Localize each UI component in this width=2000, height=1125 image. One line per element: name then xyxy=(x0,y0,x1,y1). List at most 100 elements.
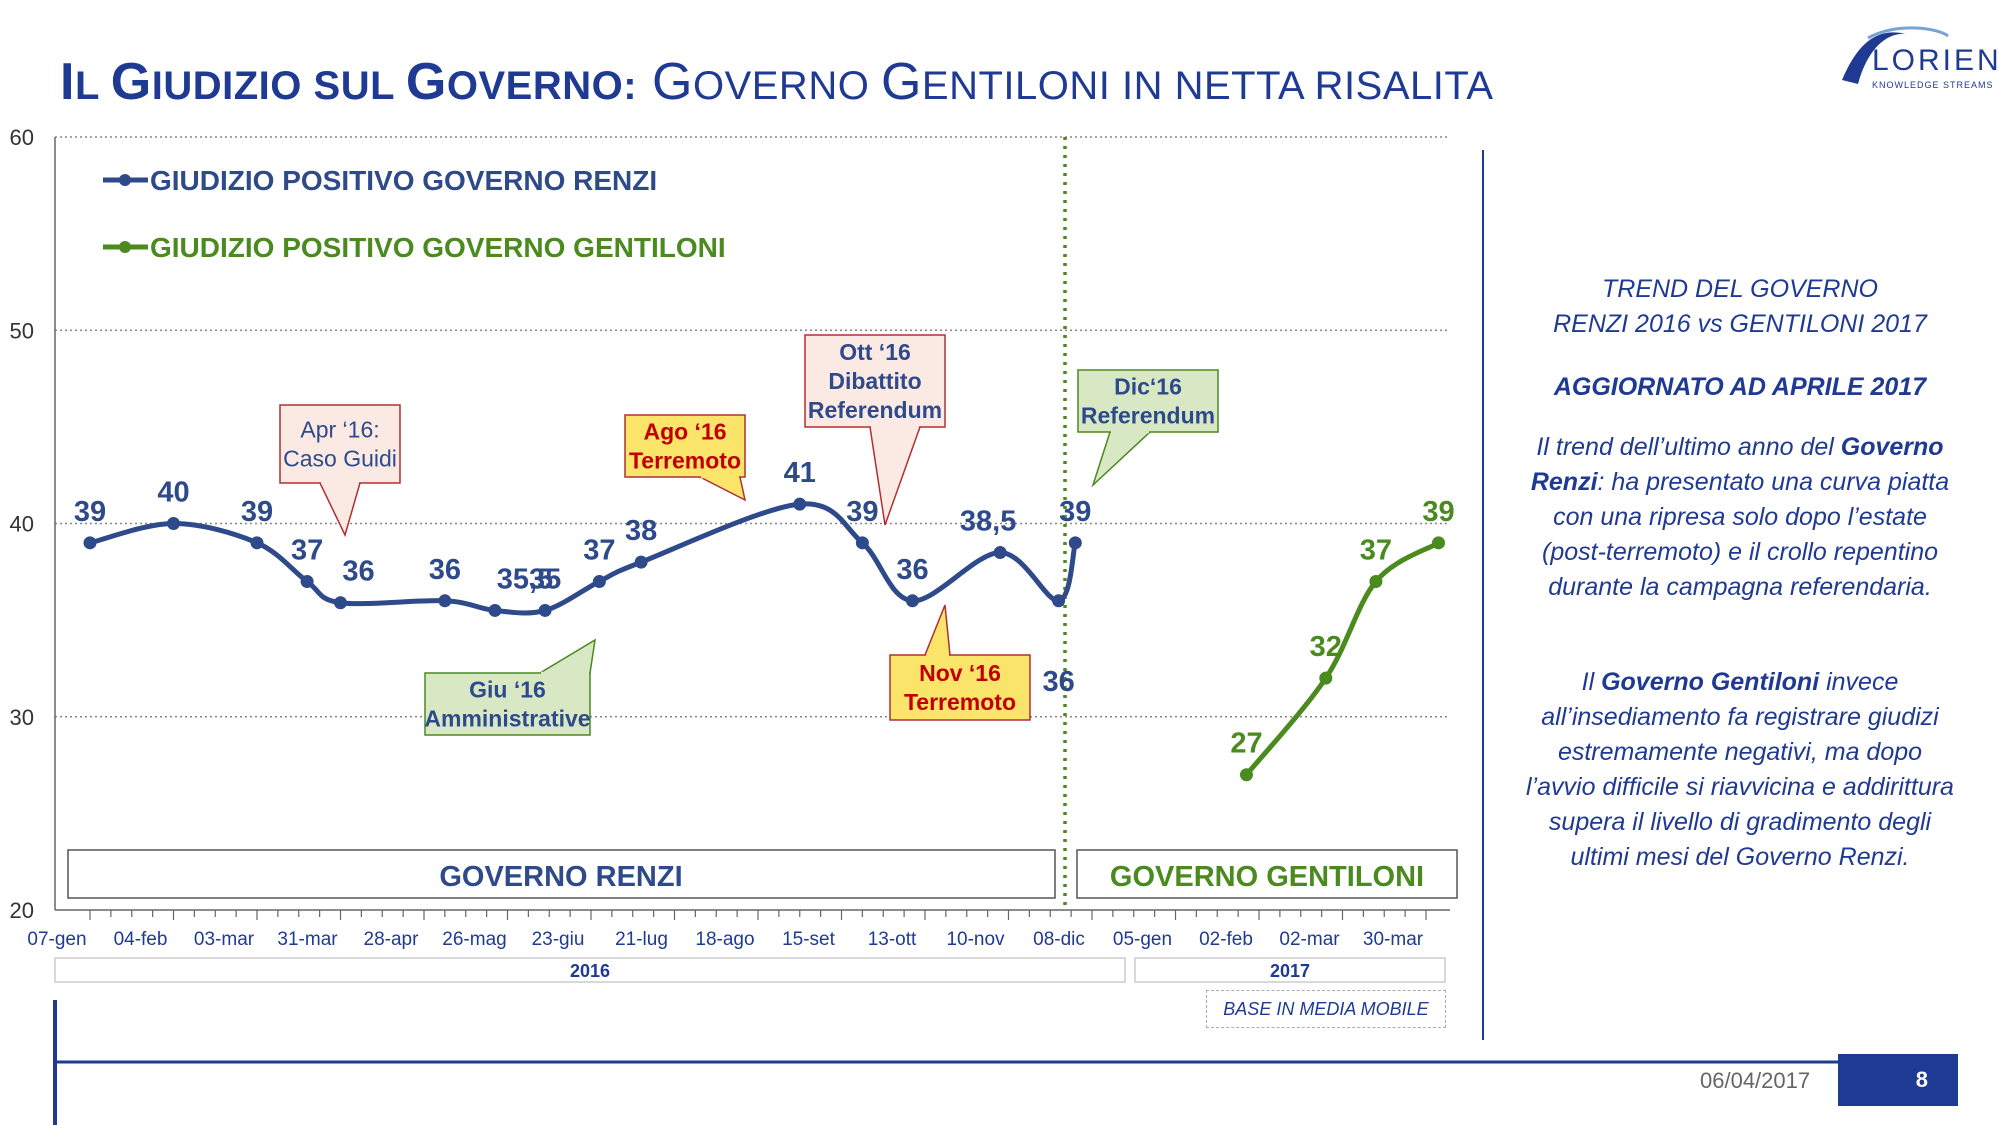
data-point xyxy=(438,594,452,608)
data-label: 41 xyxy=(784,457,816,489)
year-box-2016 xyxy=(54,957,1126,983)
data-label: 27 xyxy=(1230,728,1262,760)
data-point xyxy=(1432,536,1446,550)
callout-text: Dic‘16 xyxy=(1114,374,1182,400)
callout-text: Giu ‘16 xyxy=(469,677,546,703)
legend-marker xyxy=(119,241,131,253)
period-box-gentiloni xyxy=(1076,849,1458,899)
data-label: 37 xyxy=(291,534,323,566)
data-point xyxy=(334,596,347,610)
x-tick-label: 15-set xyxy=(782,929,836,950)
period-label-renzi: GOVERNO RENZI xyxy=(439,861,682,893)
callout-box xyxy=(804,334,946,428)
x-tick-label: 23-giu xyxy=(532,929,585,950)
data-point xyxy=(250,536,264,550)
data-label: 36 xyxy=(342,556,374,588)
period-label-gentiloni: GOVERNO GENTILONI xyxy=(1110,861,1424,893)
divider-line xyxy=(1482,150,1484,1040)
data-label: 39 xyxy=(74,496,106,528)
data-label: 38,5 xyxy=(960,505,1016,537)
y-tick-label: 50 xyxy=(10,318,34,343)
data-point xyxy=(1052,594,1066,608)
right-paragraph-renzi: Il trend dell’ultimo anno del Governo Re… xyxy=(1530,433,1950,601)
x-tick-label: 13-ott xyxy=(868,929,917,950)
callout-text: Terremoto xyxy=(629,448,741,474)
page-title: IL GIUDIZIO SUL GOVERNO: GOVERNO GENTILO… xyxy=(60,53,1494,111)
x-tick-label: 10-nov xyxy=(946,929,1005,950)
x-tick-label: 07-gen xyxy=(27,929,86,950)
data-label: 32 xyxy=(1310,631,1342,663)
x-tick-label: 04-feb xyxy=(114,929,168,950)
callout-text: Apr ‘16: xyxy=(300,417,379,443)
logo-name: LORIEN xyxy=(1872,44,2000,77)
x-tick-label: 31-mar xyxy=(277,929,338,950)
data-label: 35,5 xyxy=(497,563,553,595)
callout-box xyxy=(424,672,591,736)
callout-text: Caso Guidi xyxy=(283,446,397,472)
x-tick-label: 28-apr xyxy=(364,929,420,950)
data-point xyxy=(592,574,606,588)
y-tick-label: 40 xyxy=(10,512,34,537)
data-label: 36 xyxy=(1042,666,1074,698)
data-point xyxy=(793,497,807,511)
data-label: 37 xyxy=(1360,534,1392,566)
data-label: 39 xyxy=(1059,496,1091,528)
year-box-2017 xyxy=(1134,957,1446,983)
data-point xyxy=(993,545,1007,559)
callout-text: Terremoto xyxy=(904,689,1016,715)
legend-entry: GIUDIZIO POSITIVO GOVERNO RENZI xyxy=(150,165,657,196)
year-label-2017: 2017 xyxy=(1270,961,1310,981)
callout-text: Nov ‘16 xyxy=(919,660,1001,686)
x-tick-label: 05-gen xyxy=(1113,929,1172,950)
callout-text: Amministrative xyxy=(424,706,590,732)
data-point xyxy=(300,574,314,588)
data-point xyxy=(538,603,552,617)
data-point xyxy=(905,594,919,608)
callout-text: Referendum xyxy=(1081,403,1215,429)
data-label: 39 xyxy=(241,496,273,528)
y-tick-label: 20 xyxy=(10,898,34,923)
x-tick-label: 26-mag xyxy=(442,929,506,950)
data-label: 35 xyxy=(529,563,561,595)
data-label: 38 xyxy=(625,515,657,547)
base-note: BASE IN MEDIA MOBILE xyxy=(1206,990,1446,1028)
callout-text: Ott ‘16 xyxy=(839,339,911,365)
callout-text: Referendum xyxy=(808,397,942,423)
callout-box xyxy=(624,414,746,478)
right-paragraph-gentiloni: Il Governo Gentiloni invece all’insediam… xyxy=(1526,668,1954,871)
data-point xyxy=(855,536,869,550)
y-tick-label: 60 xyxy=(10,125,34,150)
data-label: 39 xyxy=(846,496,878,528)
x-tick-label: 30-mar xyxy=(1363,929,1424,950)
year-label-2016: 2016 xyxy=(570,961,610,981)
data-label: 39 xyxy=(1422,496,1454,528)
legend-entry: GIUDIZIO POSITIVO GOVERNO GENTILONI xyxy=(150,232,726,263)
right-heading: TREND DEL GOVERNO RENZI 2016 vs GENTILON… xyxy=(1553,275,1927,338)
x-tick-label: 02-feb xyxy=(1199,929,1253,950)
right-updated: AGGIORNATO AD APRILE 2017 xyxy=(1553,373,1927,401)
x-tick-label: 18-ago xyxy=(695,929,754,950)
x-tick-label: 08-dic xyxy=(1033,929,1085,950)
y-tick-label: 30 xyxy=(10,705,34,730)
x-tick-label: 21-lug xyxy=(615,929,668,950)
logo-tagline: KNOWLEDGE STREAMS xyxy=(1872,80,1994,90)
x-tick-label: 03-mar xyxy=(194,929,255,950)
callout-text: Ago ‘16 xyxy=(643,419,726,445)
series-line xyxy=(1244,540,1440,777)
period-box-renzi xyxy=(67,849,1056,899)
line-chart: 20 30 40 50 60 07-gen 04-feb 03-mar 31-mar 28-apr… xyxy=(10,125,1480,1125)
data-point xyxy=(1239,768,1253,782)
data-point xyxy=(83,536,97,550)
data-point xyxy=(634,555,648,569)
data-label: 40 xyxy=(157,477,189,509)
callout-tail xyxy=(699,476,747,502)
data-point xyxy=(167,517,180,530)
footer-date: 06/04/2017 xyxy=(1700,1068,1811,1093)
data-point xyxy=(1319,671,1333,685)
data-point xyxy=(488,603,502,617)
data-label: 36 xyxy=(429,554,461,586)
lorien-logo-icon xyxy=(1842,26,1949,84)
callout-tail xyxy=(318,482,361,538)
data-label: 37 xyxy=(583,534,615,566)
callout-text: Dibattito xyxy=(828,368,921,394)
